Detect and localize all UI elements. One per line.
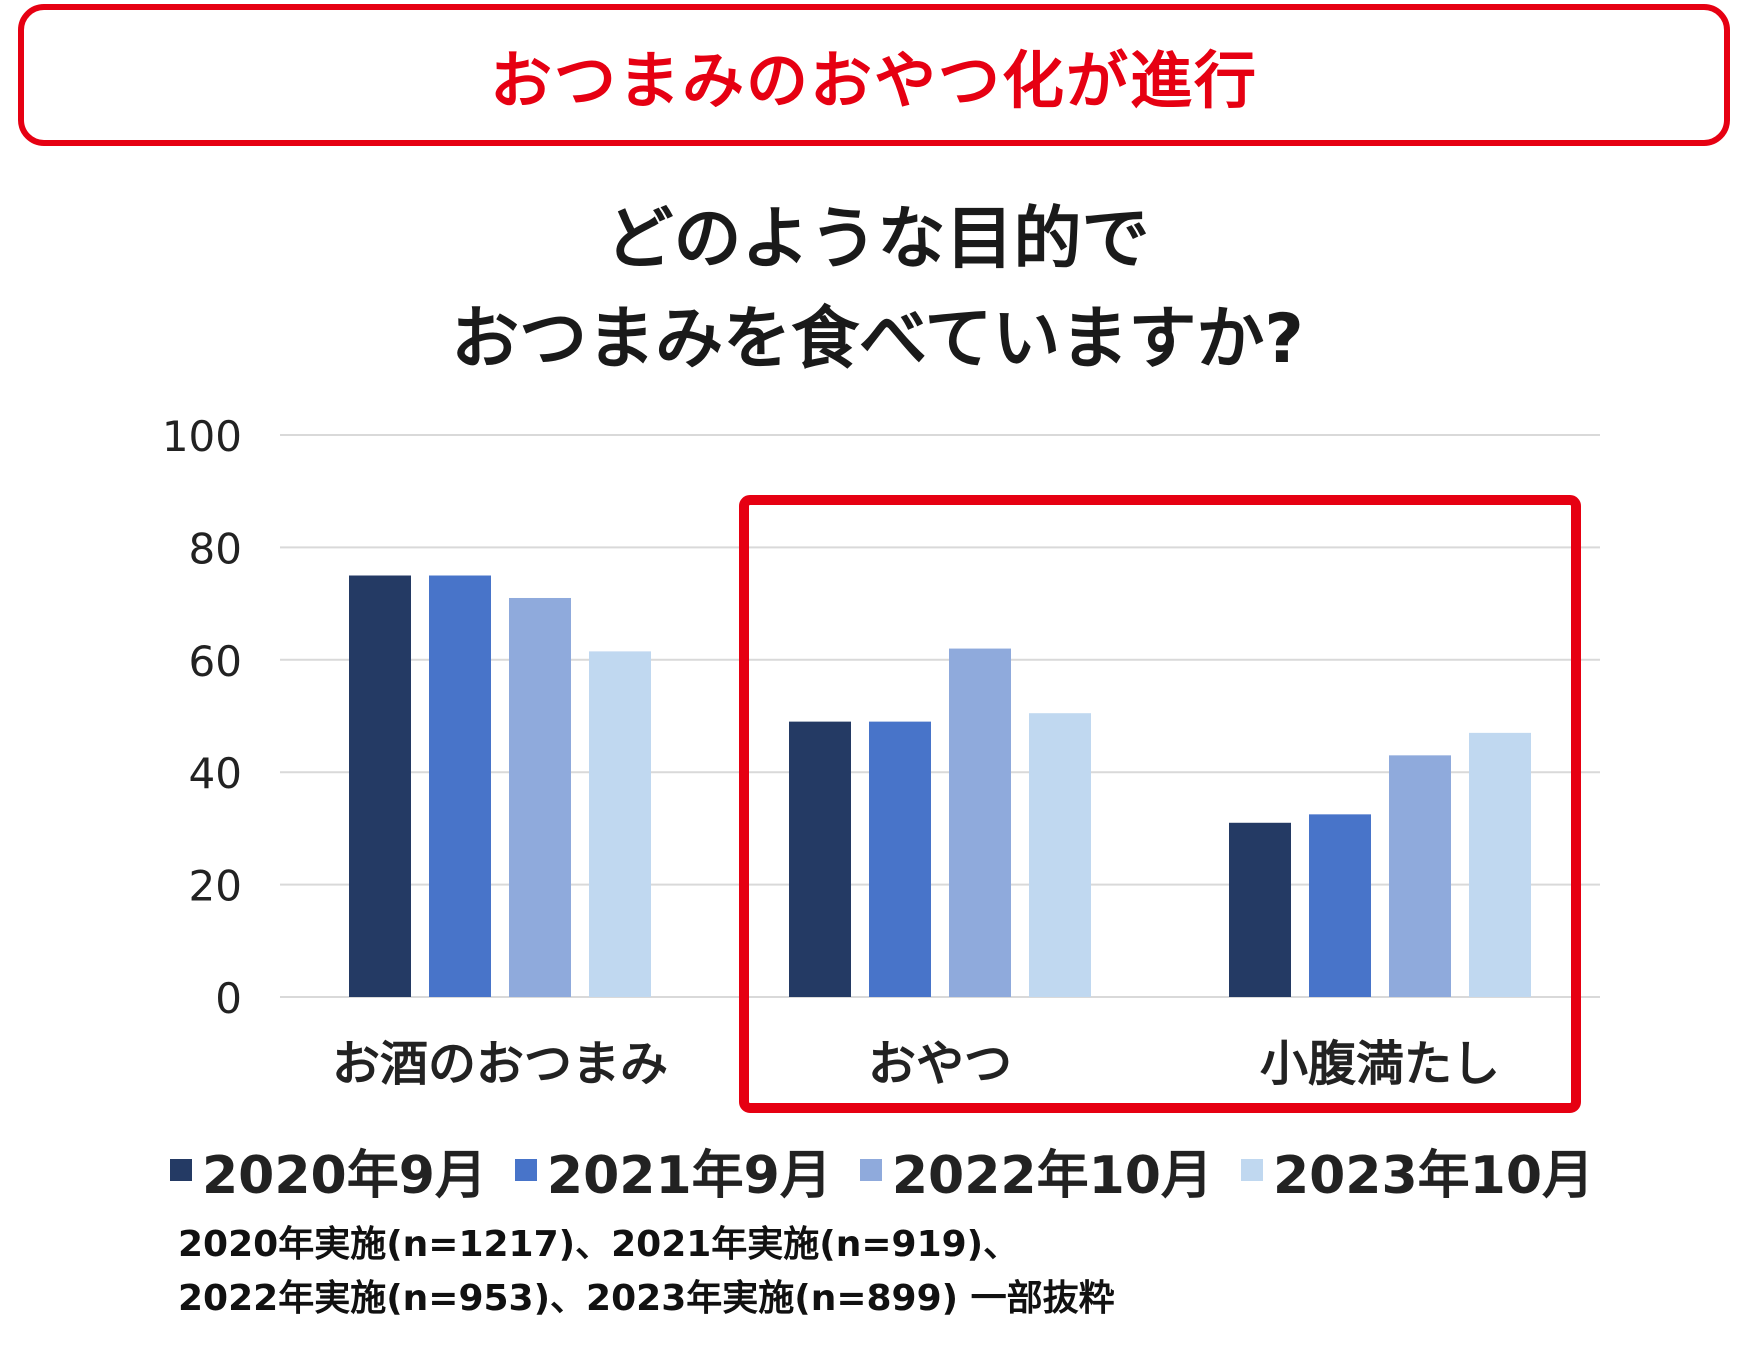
legend-label: 2020年9月 xyxy=(202,1145,487,1206)
y-tick-label: 80 xyxy=(189,524,242,573)
legend-label: 2023年10月 xyxy=(1272,1145,1595,1206)
bar xyxy=(789,721,851,997)
highlight-rectangle xyxy=(739,495,1581,1113)
legend-label: 2022年10月 xyxy=(891,1145,1213,1206)
legend-swatch xyxy=(859,1159,882,1181)
x-tick-label: お酒のおつまみ xyxy=(332,1036,668,1092)
bar xyxy=(949,648,1011,997)
bar xyxy=(1229,822,1291,997)
headline-banner: おつまみのおやつ化が進行 xyxy=(18,4,1730,146)
chart-title-line-2: おつまみを食べていますか? xyxy=(451,300,1304,379)
legend: 2020年9月 2021年9月 2022年10月 2023年10月 xyxy=(170,1130,1594,1210)
bar xyxy=(1389,755,1451,997)
y-tick-label: 20 xyxy=(189,862,242,911)
y-tick-label: 60 xyxy=(189,637,242,686)
y-tick-label: 0 xyxy=(215,974,242,1023)
bar xyxy=(429,575,491,997)
gridlines xyxy=(280,434,1600,998)
legend-item: 2021年9月 xyxy=(514,1133,832,1208)
bar xyxy=(1309,814,1371,997)
legend-swatch xyxy=(514,1159,537,1181)
chart-title: どのような目的で おつまみを食べていますか? xyxy=(0,190,1755,390)
bar xyxy=(349,575,411,997)
bar xyxy=(589,651,651,997)
footnote: 2020年実施(n=1217)、2021年実施(n=919)、 2022年実施(… xyxy=(178,1218,1115,1326)
footnote-line-2: 2022年実施(n=953)、2023年実施(n=899) 一部抜粋 xyxy=(178,1278,1115,1319)
y-axis-ticks: 0 20 40 60 80 100 xyxy=(162,412,242,1023)
y-tick-label: 40 xyxy=(189,749,242,798)
legend-item: 2020年9月 xyxy=(170,1133,487,1208)
legend-swatch xyxy=(170,1159,192,1181)
y-tick-label: 100 xyxy=(162,412,242,461)
footnote-line-1: 2020年実施(n=1217)、2021年実施(n=919)、 xyxy=(178,1224,1020,1265)
bar xyxy=(869,721,931,997)
bar xyxy=(509,597,571,997)
bar xyxy=(1029,713,1091,997)
bar xyxy=(1469,732,1531,997)
legend-item: 2022年10月 xyxy=(859,1133,1213,1208)
headline-text: おつまみのおやつ化が進行 xyxy=(489,44,1258,117)
bars xyxy=(349,575,1531,997)
x-axis-labels: お酒のおつまみ おやつ 小腹満たし xyxy=(332,1036,1500,1092)
legend-item: 2023年10月 xyxy=(1240,1133,1595,1208)
legend-label: 2021年9月 xyxy=(546,1145,832,1206)
bar-chart: 0 20 40 60 80 100 お酒のおつまみ おやつ 小腹満たし xyxy=(162,412,1600,1113)
x-tick-label: 小腹満たし xyxy=(1260,1036,1500,1092)
x-tick-label: おやつ xyxy=(868,1036,1012,1092)
legend-swatch xyxy=(1240,1159,1263,1181)
chart-title-line-1: どのような目的で xyxy=(605,200,1150,279)
highlight-box xyxy=(739,495,1581,1113)
